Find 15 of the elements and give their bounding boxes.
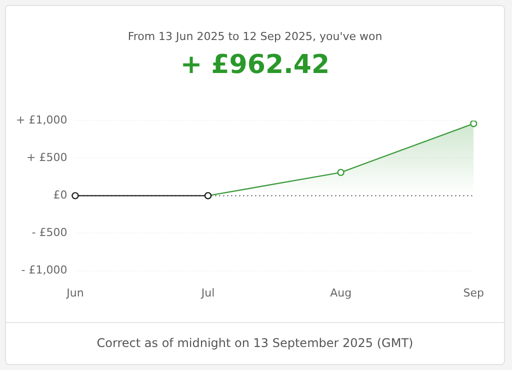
x-tick-label: Sep [463,286,484,300]
chart-subtitle: + £962.42 [179,50,331,80]
x-tick-label: Jul [200,286,215,300]
x-tick-label: Jun [66,286,84,300]
y-tick-label: - £500 [32,226,68,240]
point [470,120,478,128]
point [72,192,79,200]
point [337,168,344,176]
chart-title: From 13 Jun 2025 to 12 Sep 2025, you've won [126,30,384,43]
y-tick-label: + £1,000 [16,113,68,126]
text: Correct as of midnight on 13 September 2025 (GMT) [96,336,414,350]
x-tick-label: Aug [330,286,352,300]
y-tick-label: - £1,000 [21,264,68,277]
y-tick-label: + £500 [26,151,68,164]
y-tick-label: £0 [53,188,68,202]
